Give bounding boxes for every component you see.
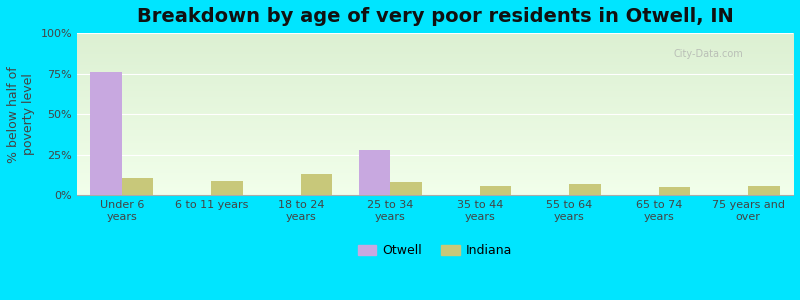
Bar: [748, 186, 780, 195]
Bar: [122, 178, 153, 195]
Bar: [359, 150, 390, 195]
Bar: [301, 174, 332, 195]
Legend: Otwell, Indiana: Otwell, Indiana: [353, 239, 518, 262]
Bar: [570, 184, 601, 195]
Bar: [480, 186, 511, 195]
Title: Breakdown by age of very poor residents in Otwell, IN: Breakdown by age of very poor residents …: [137, 7, 734, 26]
Bar: [211, 181, 242, 195]
Text: City-Data.com: City-Data.com: [673, 49, 743, 59]
Y-axis label: % below half of
poverty level: % below half of poverty level: [7, 66, 35, 163]
Bar: [90, 72, 122, 195]
Bar: [658, 187, 690, 195]
Bar: [390, 182, 422, 195]
